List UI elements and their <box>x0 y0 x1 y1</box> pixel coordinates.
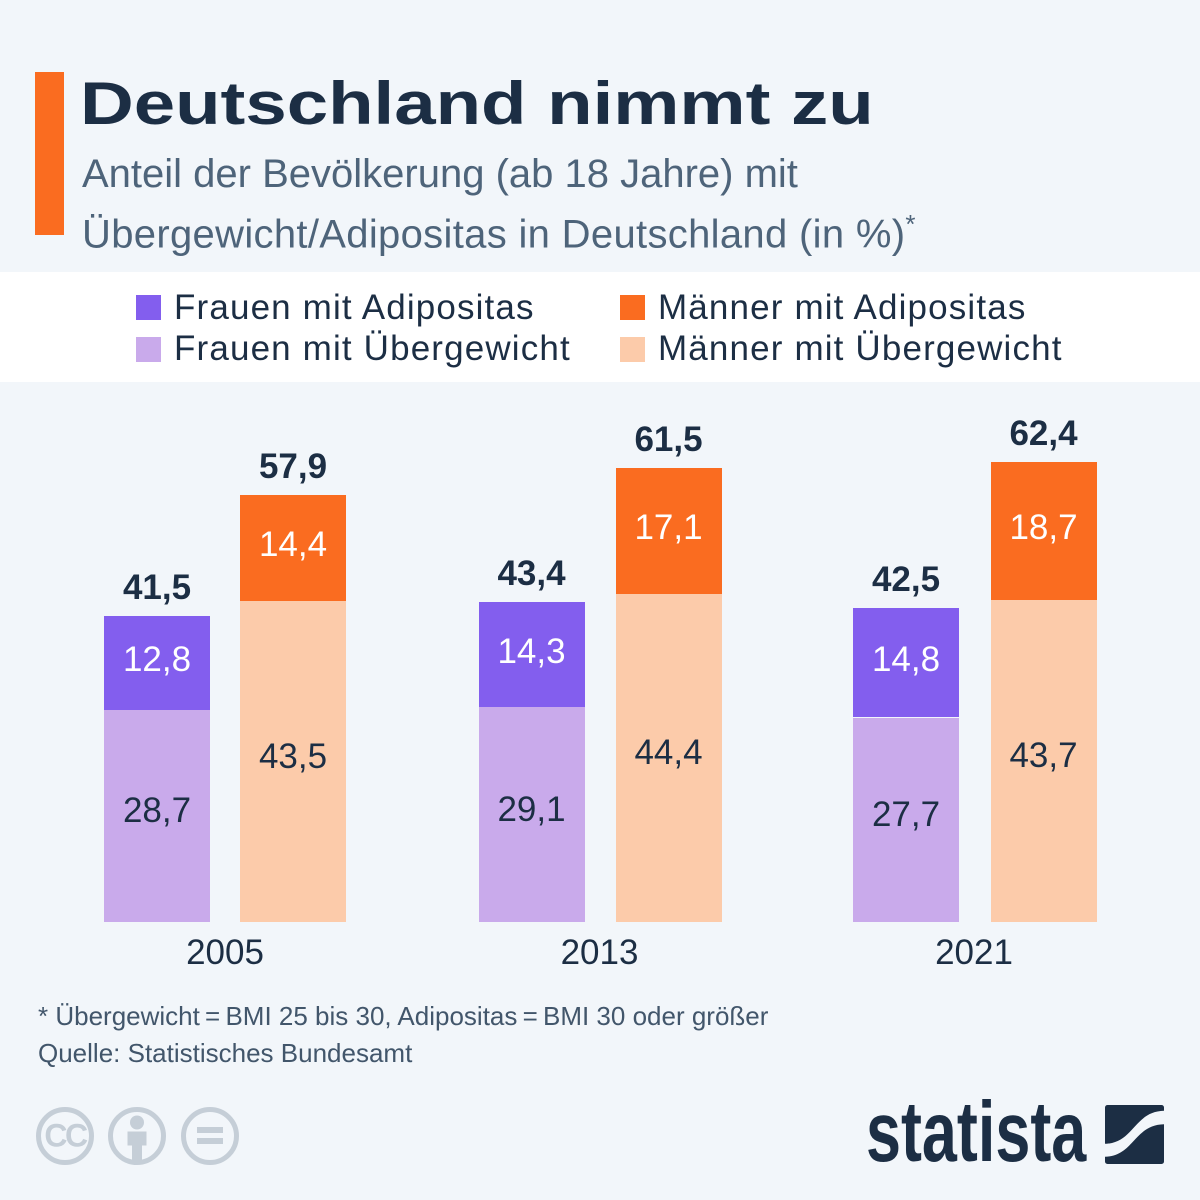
svg-text:CC: CC <box>44 1118 88 1154</box>
